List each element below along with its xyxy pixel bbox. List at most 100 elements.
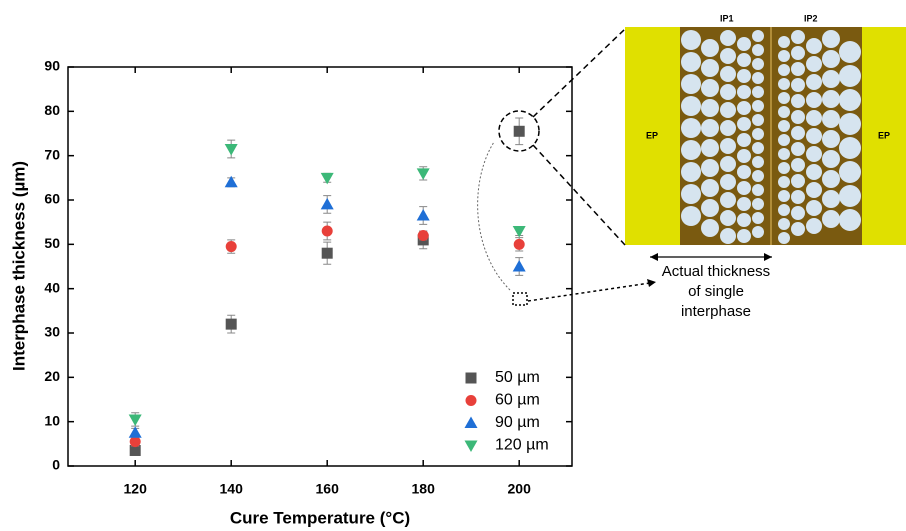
- pointer-line: [527, 282, 651, 302]
- filler-particle: [752, 100, 764, 112]
- filler-particle: [822, 190, 840, 208]
- y-axis-label: Interphase thickness (µm): [9, 161, 28, 371]
- filler-particle: [720, 210, 736, 226]
- filler-particle: [737, 117, 751, 131]
- y-tick-label: 40: [44, 279, 60, 295]
- curved-arrow: [477, 141, 511, 291]
- caption-line: of single: [688, 283, 744, 300]
- filler-particle: [681, 52, 701, 72]
- filler-particle: [778, 50, 790, 62]
- data-point: [417, 229, 429, 241]
- filler-particle: [720, 30, 736, 46]
- filler-particle: [778, 78, 790, 90]
- filler-particle: [752, 184, 764, 196]
- x-tick-label: 180: [412, 481, 436, 497]
- filler-particle: [839, 137, 861, 159]
- filler-particle: [737, 197, 751, 211]
- filler-particle: [806, 164, 822, 180]
- filler-particle: [752, 198, 764, 210]
- filler-particle: [720, 138, 736, 154]
- filler-particle: [839, 209, 861, 231]
- filler-particle: [752, 212, 764, 224]
- filler-particle: [791, 94, 805, 108]
- filler-particle: [752, 170, 764, 182]
- ep-right-label: EP: [878, 130, 890, 140]
- filler-particle: [681, 140, 701, 160]
- data-point: [416, 209, 430, 221]
- filler-particle: [839, 89, 861, 111]
- data-point: [225, 318, 237, 330]
- filler-particle: [839, 41, 861, 63]
- filler-particle: [791, 174, 805, 188]
- data-point: [321, 225, 333, 237]
- data-point: [512, 226, 526, 238]
- data-point: [129, 444, 141, 456]
- filler-particle: [806, 74, 822, 90]
- caption-line: Actual thickness: [662, 263, 770, 280]
- filler-particle: [701, 179, 719, 197]
- filler-particle: [791, 30, 805, 44]
- filler-particle: [681, 206, 701, 226]
- y-tick-label: 0: [52, 457, 60, 473]
- filler-particle: [681, 162, 701, 182]
- filler-particle: [778, 148, 790, 160]
- filler-particle: [778, 134, 790, 146]
- legend-marker: [464, 440, 478, 452]
- inset-diagram: [625, 27, 906, 245]
- data-point: [320, 197, 334, 210]
- y-tick-label: 80: [44, 102, 60, 118]
- data-point: [321, 247, 333, 259]
- legend-marker: [465, 395, 477, 406]
- filler-particle: [778, 218, 790, 230]
- filler-particle: [681, 118, 701, 138]
- data-point: [225, 241, 237, 253]
- filler-particle: [737, 101, 751, 115]
- x-axis-label: Cure Temperature (°C): [230, 508, 410, 527]
- filler-particle: [791, 78, 805, 92]
- x-tick-label: 140: [220, 481, 244, 497]
- filler-particle: [778, 64, 790, 76]
- filler-particle: [720, 192, 736, 208]
- filler-particle: [737, 133, 751, 147]
- y-tick-label: 70: [44, 146, 60, 162]
- pointer-head: [647, 279, 656, 287]
- zoom-circle: [498, 110, 540, 152]
- legend-label: 120 µm: [495, 437, 549, 454]
- filler-particle: [839, 65, 861, 87]
- filler-particle: [791, 46, 805, 60]
- filler-particle: [752, 156, 764, 168]
- data-point: [513, 238, 525, 250]
- plot-frame: [67, 66, 573, 467]
- y-tick-label: 50: [44, 235, 60, 251]
- filler-particle: [737, 53, 751, 67]
- filler-particle: [720, 156, 736, 172]
- x-tick-label: 200: [508, 481, 532, 497]
- zoom-square: [512, 292, 528, 306]
- filler-particle: [822, 90, 840, 108]
- filler-particle: [839, 185, 861, 207]
- filler-particle: [791, 142, 805, 156]
- filler-particle: [778, 106, 790, 118]
- filler-particle: [737, 229, 751, 243]
- filler-particle: [806, 128, 822, 144]
- legend-marker: [464, 416, 478, 428]
- filler-particle: [720, 102, 736, 118]
- legend-label: 50 µm: [495, 369, 540, 386]
- ep-left-label: EP: [646, 130, 658, 140]
- filler-particle: [839, 113, 861, 135]
- filler-particle: [839, 161, 861, 183]
- filler-particle: [822, 170, 840, 188]
- data-point: [320, 172, 334, 185]
- filler-particle: [752, 128, 764, 140]
- filler-particle: [737, 165, 751, 179]
- filler-particle: [822, 130, 840, 148]
- filler-particle: [778, 36, 790, 48]
- filler-particle: [737, 85, 751, 99]
- filler-particle: [681, 96, 701, 116]
- filler-particle: [752, 114, 764, 126]
- filler-particle: [720, 48, 736, 64]
- filler-particle: [806, 146, 822, 162]
- filler-particle: [806, 38, 822, 54]
- x-tick-label: 160: [316, 481, 340, 497]
- filler-particle: [791, 126, 805, 140]
